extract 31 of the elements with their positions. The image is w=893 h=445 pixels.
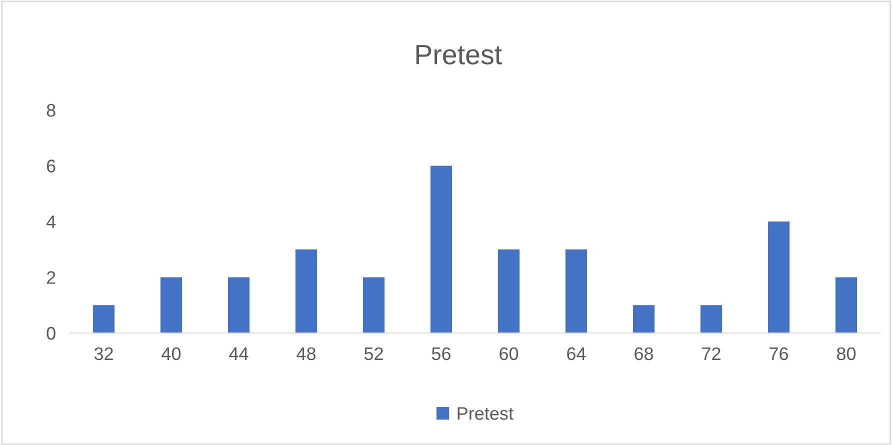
y-tick-label: 8 bbox=[46, 104, 56, 117]
x-tick-label: 44 bbox=[229, 348, 248, 360]
x-tick-label: 64 bbox=[567, 347, 586, 360]
bar bbox=[430, 166, 452, 333]
bar bbox=[835, 277, 858, 333]
y-tick-label: 4 bbox=[46, 216, 56, 228]
x-tick-label: 48 bbox=[296, 347, 316, 360]
bar bbox=[295, 249, 318, 333]
y-tick-label: 6 bbox=[46, 160, 56, 172]
bar bbox=[565, 249, 588, 333]
x-tick-label: 76 bbox=[770, 347, 788, 360]
bar bbox=[498, 249, 520, 333]
x-tick-label: 68 bbox=[634, 347, 654, 360]
y-tick-label: 2 bbox=[46, 271, 56, 284]
bar bbox=[160, 277, 182, 333]
x-tick-label: 60 bbox=[500, 347, 518, 360]
legend-label: Pretest bbox=[458, 407, 514, 420]
x-tick-label: 32 bbox=[94, 347, 113, 360]
bar bbox=[768, 222, 790, 333]
y-tick-label: 0 bbox=[46, 326, 56, 340]
bar bbox=[700, 305, 722, 333]
bar bbox=[632, 305, 655, 333]
x-tick-label: 56 bbox=[432, 347, 450, 360]
x-tick-label: 72 bbox=[702, 347, 720, 360]
bar bbox=[362, 277, 385, 333]
bar bbox=[92, 305, 115, 333]
x-tick-label: 80 bbox=[836, 347, 856, 360]
x-tick-label: 52 bbox=[364, 347, 383, 360]
bar bbox=[228, 277, 250, 333]
x-tick-label: 40 bbox=[162, 347, 181, 360]
chart-title: Pretest bbox=[416, 45, 502, 64]
